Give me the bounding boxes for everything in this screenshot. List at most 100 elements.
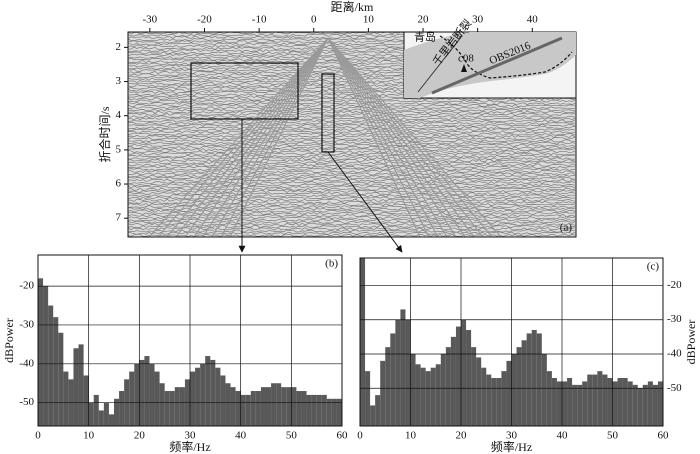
seismic-trace (128, 225, 576, 229)
bar (506, 360, 512, 426)
bar (471, 347, 477, 426)
x-axis-label: 频率/Hz (169, 439, 210, 454)
seismic-trace (128, 147, 576, 152)
bar (174, 387, 180, 426)
bar (450, 336, 456, 426)
bar (375, 395, 381, 426)
panel-label: (b) (325, 258, 338, 270)
bar (260, 387, 266, 426)
bar (169, 391, 175, 426)
x-tick-label: 20 (418, 14, 430, 26)
x-tick-label: 50 (286, 430, 298, 442)
bar (159, 383, 165, 426)
seismic-trace (128, 213, 576, 218)
x-tick-label: 0 (311, 14, 317, 26)
y-tick-label: -20 (667, 279, 682, 291)
seismic-trace (128, 115, 576, 119)
bar (567, 378, 573, 426)
plot-frame (37, 254, 343, 427)
seismic-trace (128, 150, 576, 154)
seismic-trace (128, 145, 576, 149)
bar (271, 383, 277, 426)
bar (58, 332, 64, 426)
bar (296, 391, 302, 426)
seismic-trace (128, 220, 576, 224)
bar (385, 347, 391, 426)
zoom-box (190, 62, 299, 120)
bar (139, 359, 145, 426)
bar (108, 414, 114, 426)
bar (486, 374, 492, 426)
seismic-arrival (175, 37, 329, 237)
x-tick-label: 30 (506, 430, 518, 442)
plot-frame (359, 257, 664, 427)
bar (215, 367, 221, 426)
bar (637, 388, 643, 426)
bar (149, 363, 155, 426)
bar (516, 347, 522, 426)
bar (205, 356, 211, 426)
y-tick-label: 3 (116, 75, 122, 87)
bar (119, 391, 125, 426)
bar (405, 319, 411, 426)
bar (210, 359, 216, 426)
bar (144, 356, 150, 426)
bar (326, 398, 332, 426)
bar (617, 378, 623, 426)
x-tick-label: 0 (35, 430, 41, 442)
seismic-trace (128, 163, 576, 167)
bar (390, 333, 396, 426)
seismic-trace (128, 202, 576, 207)
bar (597, 371, 603, 426)
bar (652, 384, 658, 426)
bar (541, 354, 547, 426)
seismic-trace (128, 141, 576, 145)
bar (195, 367, 201, 426)
x-tick-label: 40 (557, 430, 569, 442)
seismic-trace (128, 104, 576, 108)
x-tick-label: 10 (363, 14, 375, 26)
seismic-trace (128, 159, 576, 163)
bar (53, 317, 59, 426)
y-tick-label: 6 (116, 178, 122, 190)
seismic-trace (128, 176, 576, 180)
bar (501, 371, 507, 426)
bar (235, 391, 241, 426)
seismic-arrival (327, 37, 475, 237)
x-tick-label: 30 (185, 430, 197, 442)
bar (410, 354, 416, 426)
bar (98, 410, 104, 426)
inset-coast (439, 35, 573, 79)
seismic-trace (128, 97, 576, 101)
bar (511, 354, 517, 426)
bar (582, 381, 588, 426)
bar (114, 398, 120, 426)
y-tick-label: 7 (116, 212, 122, 224)
inset-profile (431, 36, 563, 95)
bar (647, 381, 653, 426)
seismic-arrival (327, 37, 430, 237)
seismic-trace (128, 209, 576, 213)
bar (281, 387, 287, 426)
bar (476, 357, 482, 426)
seismic-arrival (327, 37, 502, 237)
bar (250, 391, 256, 426)
bar (276, 383, 282, 426)
seismic-trace (128, 216, 576, 220)
panel-label: (a) (560, 222, 573, 234)
seismic-arrival (327, 37, 484, 237)
seismic-arrival (327, 37, 466, 237)
bar (321, 394, 327, 426)
x-tick-label: 40 (235, 430, 247, 442)
bar (306, 394, 312, 426)
bar (632, 384, 638, 426)
x-tick-label: 60 (658, 430, 670, 442)
y-tick-label: -40 (19, 357, 34, 369)
x-tick-label: 10 (83, 430, 95, 442)
plot-frame (127, 31, 577, 238)
x-tick-label: 10 (405, 430, 417, 442)
seismic-arrival (327, 37, 448, 237)
x-tick-label: -20 (197, 14, 212, 26)
